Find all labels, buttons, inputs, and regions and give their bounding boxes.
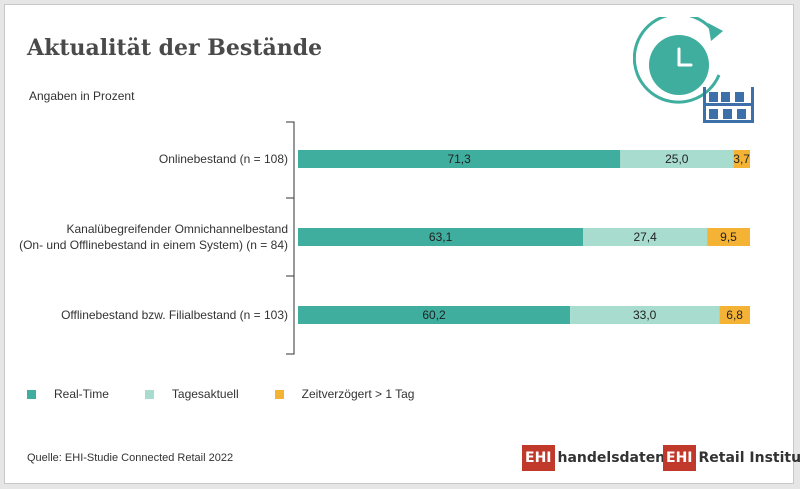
legend-swatch-realtime [27,389,36,399]
legend-item-tagesaktuell: Tagesaktuell [144,387,239,401]
logo-retail-institute: EHI Retail Institute® [663,445,800,471]
legend-item-realtime: Real-Time [27,387,109,401]
logo-handelsdaten-box: EHI [522,445,555,471]
chart-title: Aktualität der Bestände [27,35,323,61]
legend-label-tagesaktuell: Tagesaktuell [171,387,239,401]
legend-swatch-verzoegert [274,389,284,399]
chart-subtitle: Angaben in Prozent [29,89,135,103]
logo-handelsdaten-text: handelsdaten.de [557,450,691,466]
legend-item-verzoegert: Zeitverzögert > 1 Tag [274,387,415,401]
logo-retail-box: EHI [663,445,696,471]
chart-legend: Real-Time Tagesaktuell Zeitverzögert > 1… [27,387,450,401]
logo-retail-name: Retail Institute [698,450,800,466]
logo-handelsdaten: EHI handelsdaten.de [522,445,690,471]
legend-label-realtime: Real-Time [54,387,109,401]
logo-retail-text: Retail Institute® [699,450,800,466]
legend-label-verzoegert: Zeitverzögert > 1 Tag [301,387,415,401]
legend-swatch-tagesaktuell [144,389,154,399]
source-note: Quelle: EHI-Studie Connected Retail 2022 [27,452,234,464]
clock-inventory-icon [633,17,754,123]
chart-frame: Aktualität der Bestände Angaben in Proze… [4,4,800,484]
